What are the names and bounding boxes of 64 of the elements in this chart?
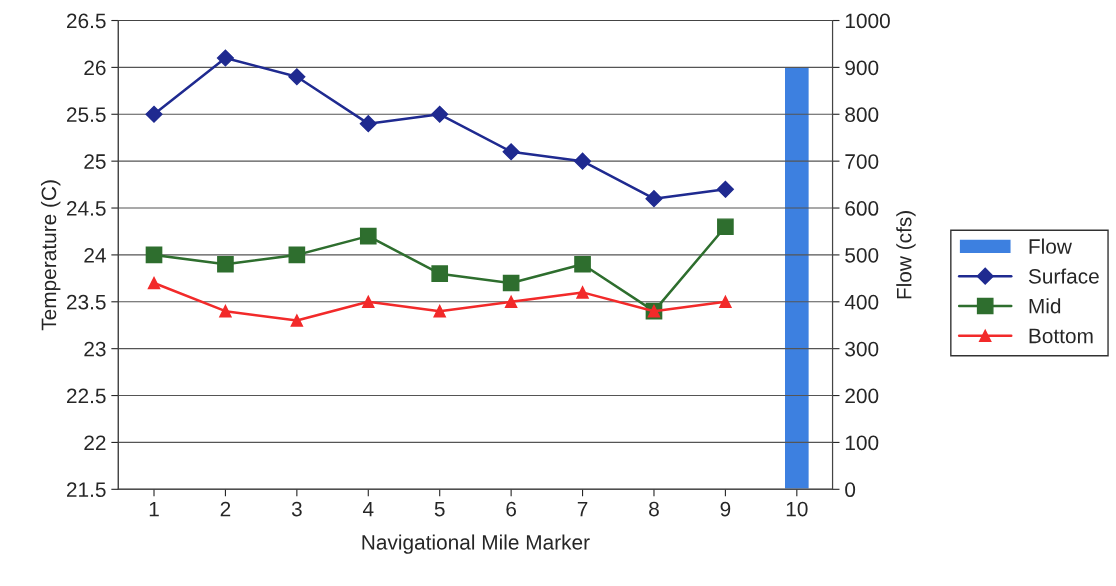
point bbox=[504, 295, 518, 309]
y2-tick-label: 100 bbox=[845, 435, 879, 451]
y2-tick-label: 500 bbox=[845, 247, 879, 263]
y-tick-label: 22 bbox=[84, 435, 106, 450]
point bbox=[576, 286, 589, 299]
y-tick-label: 26 bbox=[84, 60, 106, 76]
point bbox=[288, 68, 306, 86]
point bbox=[359, 227, 377, 245]
y-tick-label: 23.5 bbox=[67, 294, 106, 310]
legend-label: Flow bbox=[1029, 238, 1072, 254]
point bbox=[431, 265, 449, 282]
point bbox=[145, 246, 163, 264]
legend-label: Surface bbox=[1028, 268, 1099, 284]
point bbox=[359, 115, 377, 133]
y2-tick-label: 800 bbox=[845, 107, 879, 123]
legend-label: Bottom bbox=[1029, 328, 1093, 344]
y-tick-label: 24 bbox=[84, 247, 106, 263]
y2-tick-label: 0 bbox=[845, 482, 856, 498]
point bbox=[288, 246, 306, 264]
y2-tick-label: 300 bbox=[845, 341, 879, 357]
y-tick-label: 25 bbox=[84, 154, 106, 169]
point bbox=[147, 276, 161, 290]
y2-tick-label: 1000 bbox=[845, 13, 890, 29]
y-tick-label: 21.5 bbox=[67, 482, 106, 498]
x-tick-label: 1 bbox=[149, 501, 159, 517]
point bbox=[145, 105, 163, 123]
y-tick-label: 22.5 bbox=[67, 388, 106, 404]
point bbox=[216, 49, 234, 67]
point bbox=[645, 190, 663, 208]
point bbox=[433, 304, 446, 318]
y-tick-label: 23 bbox=[84, 341, 106, 357]
x-tick-label: 9 bbox=[720, 501, 731, 517]
point bbox=[719, 295, 732, 309]
y-tick-label: 26.5 bbox=[67, 13, 106, 29]
x-tick-label: 8 bbox=[649, 501, 659, 517]
x-tick-label: 4 bbox=[362, 501, 374, 517]
x-tick-label: 3 bbox=[291, 501, 302, 517]
x-tick-label: 6 bbox=[506, 501, 517, 517]
point bbox=[431, 105, 449, 123]
legend-label: Mid bbox=[1029, 298, 1061, 314]
x-tick-label: 2 bbox=[220, 501, 231, 517]
point bbox=[219, 304, 232, 318]
x-tick-label: 5 bbox=[434, 501, 445, 517]
point bbox=[502, 143, 520, 161]
point bbox=[502, 274, 520, 292]
y2-tick-label: 900 bbox=[845, 60, 879, 76]
y2-tick-label: 400 bbox=[844, 294, 879, 310]
x-tick-label: 7 bbox=[577, 501, 588, 517]
point bbox=[573, 152, 592, 170]
point bbox=[574, 255, 591, 273]
y-tick-label: 25.5 bbox=[67, 107, 106, 123]
y2-tick-label: 200 bbox=[845, 388, 879, 404]
point bbox=[716, 180, 734, 198]
point bbox=[290, 314, 304, 327]
y2-axis-title: Flow (cfs) bbox=[896, 211, 916, 299]
y2-tick-label: 700 bbox=[845, 154, 879, 169]
y-tick-label: 24.5 bbox=[67, 201, 106, 216]
y2-tick-label: 600 bbox=[845, 201, 879, 216]
y-axis-title: Temperature (C) bbox=[40, 180, 61, 331]
point bbox=[717, 218, 734, 236]
point bbox=[217, 255, 234, 273]
x-tick-label: 10 bbox=[786, 501, 808, 517]
point bbox=[362, 295, 375, 309]
x-axis-title: Navigational Mile Marker bbox=[362, 534, 590, 554]
